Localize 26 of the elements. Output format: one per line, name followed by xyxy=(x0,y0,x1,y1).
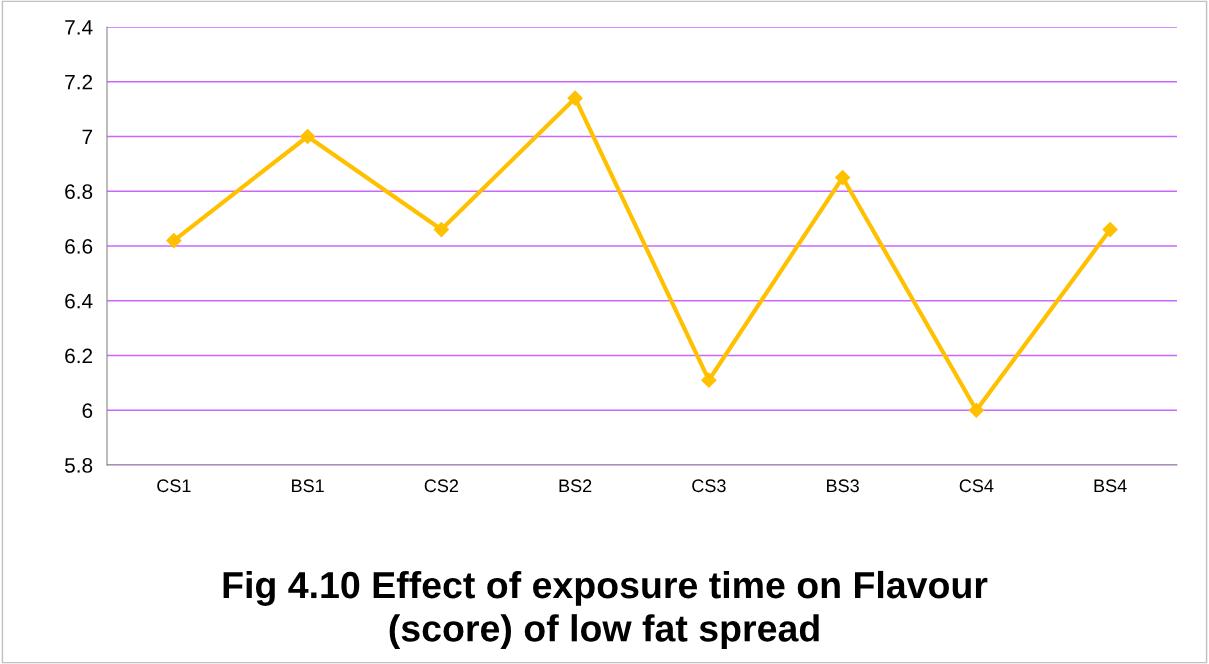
x-tick-label: CS1 xyxy=(157,479,191,493)
x-tick-label: BS2 xyxy=(559,479,592,493)
text: Fig 4.10 Effect of exposure time on Flavour (score) of low fat spread xyxy=(223,570,988,650)
y-tick-label: 6.6 xyxy=(65,239,93,254)
x-tick-label: BS1 xyxy=(292,479,324,493)
point xyxy=(567,90,583,106)
y-tick-label: 5.8 xyxy=(64,458,93,473)
x-tick-label: BS3 xyxy=(827,479,859,493)
x-tick-label: CS3 xyxy=(692,479,726,493)
y-tick-label: 6.4 xyxy=(65,293,93,309)
y-tick-label: 7.2 xyxy=(65,74,93,90)
x-tick-label: BS4 xyxy=(1094,479,1127,493)
x-tick-label: CS2 xyxy=(424,479,459,493)
point xyxy=(433,222,449,238)
point xyxy=(968,402,984,418)
point xyxy=(701,372,717,388)
point xyxy=(1102,222,1118,238)
point xyxy=(166,232,182,249)
y-tick-label: 6.2 xyxy=(65,348,93,364)
point xyxy=(835,169,851,186)
y-tick-label: 6 xyxy=(82,403,93,418)
point xyxy=(300,128,316,145)
x-tick-label: CS4 xyxy=(959,479,994,493)
y-tick-label: 7 xyxy=(82,129,93,145)
y-tick-label: 6.8 xyxy=(65,184,93,199)
y-tick-label: 7.4 xyxy=(65,20,93,35)
